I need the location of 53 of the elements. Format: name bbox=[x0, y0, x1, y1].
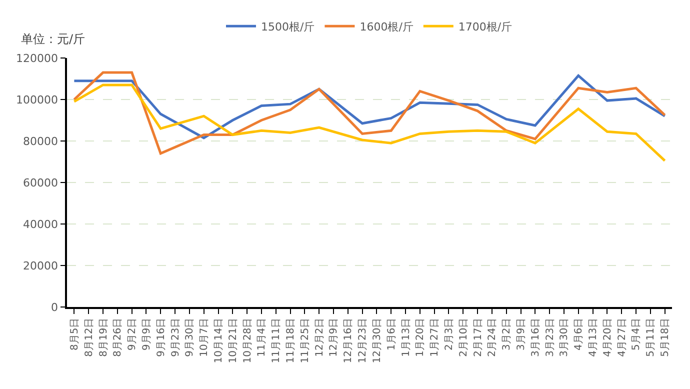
x-tick-label: 8月12日 bbox=[84, 318, 95, 357]
x-tick-label: 8月5日 bbox=[69, 318, 80, 350]
x-tick-label: 4月20日 bbox=[602, 318, 614, 357]
x-tick-label: 3月2日 bbox=[502, 318, 513, 350]
x-tick-label: 1月27日 bbox=[430, 318, 441, 357]
x-tick-label: 1月20日 bbox=[415, 318, 426, 357]
legend-label: 1600根/斤 bbox=[360, 20, 414, 34]
x-tick-label: 10月14日 bbox=[214, 318, 224, 364]
x-tick-label: 3月30日 bbox=[559, 318, 570, 357]
x-tick-label: 2月10日 bbox=[458, 318, 470, 357]
y-tick-label: 80000 bbox=[23, 134, 58, 148]
x-tick-label: 9月16日 bbox=[156, 318, 167, 357]
x-tick-label: 5月18日 bbox=[660, 318, 672, 357]
x-tick-label: 2月3日 bbox=[444, 318, 455, 350]
x-tick-label: 9月30日 bbox=[184, 318, 196, 357]
x-tick-label: 9月2日 bbox=[127, 318, 138, 350]
x-tick-label: 9月9日 bbox=[141, 318, 152, 350]
legend-label: 1500根/斤 bbox=[261, 20, 315, 34]
x-tick-label: 3月23日 bbox=[544, 318, 556, 357]
y-tick-label: 120000 bbox=[16, 52, 58, 65]
x-tick-label: 5月11日 bbox=[646, 318, 657, 357]
x-tick-label: 12月16日 bbox=[343, 318, 354, 364]
x-tick-label: 10月21日 bbox=[228, 318, 239, 364]
x-tick-label: 11月25日 bbox=[300, 318, 311, 364]
x-tick-label: 12月23日 bbox=[358, 318, 369, 364]
x-tick-label: 12月30日 bbox=[372, 318, 383, 364]
x-tick-label: 3月9日 bbox=[516, 318, 527, 350]
y-tick-label: 20000 bbox=[23, 259, 58, 272]
x-tick-label: 1月13日 bbox=[400, 318, 412, 357]
x-tick-label: 3月16日 bbox=[530, 318, 542, 357]
x-tick-label: 4月27日 bbox=[616, 318, 628, 357]
x-tick-label: 12月9日 bbox=[328, 318, 340, 357]
x-tick-label: 11月11日 bbox=[271, 318, 282, 364]
x-tick-label: 2月24日 bbox=[487, 318, 498, 357]
x-tick-label: 12月2日 bbox=[314, 318, 326, 357]
legend-label: 1700根/斤 bbox=[458, 20, 512, 34]
x-tick-label: 11月18日 bbox=[286, 318, 297, 364]
y-tick-label: 0 bbox=[51, 300, 58, 314]
x-tick-label: 8月26日 bbox=[112, 318, 124, 357]
x-tick-label: 4月13日 bbox=[588, 318, 600, 357]
y-tick-label: 60000 bbox=[23, 176, 58, 190]
x-tick-label: 2月17日 bbox=[472, 318, 484, 357]
x-tick-label: 11月4日 bbox=[256, 318, 268, 357]
x-tick-label: 5月4日 bbox=[631, 318, 642, 350]
x-tick-label: 4月6日 bbox=[574, 318, 585, 350]
y-axis-title: 单位：元/斤 bbox=[21, 32, 86, 46]
x-tick-label: 9月23日 bbox=[170, 318, 182, 357]
x-tick-label: 10月28日 bbox=[242, 318, 254, 364]
x-tick-label: 1月6日 bbox=[386, 318, 398, 350]
y-tick-label: 40000 bbox=[23, 218, 58, 231]
x-tick-label: 10月7日 bbox=[199, 318, 210, 357]
x-tick-label: 8月19日 bbox=[98, 318, 110, 357]
y-tick-label: 100000 bbox=[16, 93, 58, 106]
